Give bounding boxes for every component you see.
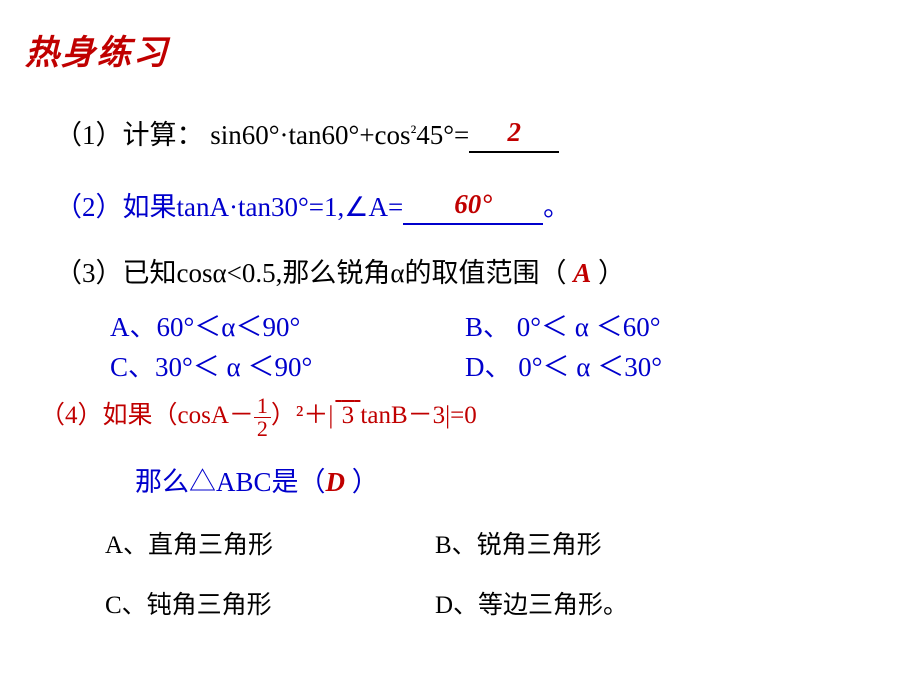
- q3-opt-c: C、30°＜ α ＜90°: [110, 345, 312, 384]
- q3-line: （3）已知cosα<0.5,那么锐角α的取值范围（ A ）: [55, 251, 625, 290]
- q3-text-b: ）: [591, 258, 625, 288]
- q4-frac-den: 2: [254, 418, 271, 440]
- q4-line1: （4）如果（cosA－12）²＋| 3 tanB－3|=0: [40, 395, 477, 440]
- q2-text-a: （2）如果tanA·tan30°=1,∠A=: [55, 192, 403, 222]
- q3-opt-a: A、60°＜α＜90°: [110, 305, 300, 344]
- q3-opt-d: D、 0°＜ α ＜30°: [465, 345, 662, 384]
- q4-text-a: （4）如果（cosA－: [40, 402, 254, 429]
- q1-text-a: （1）计算： sin60°·tan60°+cos: [55, 120, 411, 150]
- q4-sqrt: 3: [342, 402, 355, 429]
- q4-opt-b: B、锐角三角形: [435, 525, 602, 561]
- q4-answer: D: [326, 467, 346, 497]
- q1-text-b: 45°=: [416, 120, 469, 150]
- q4-opt-d: D、等边三角形。: [435, 585, 628, 621]
- q1-line: （1）计算： sin60°·tan60°+cos²45°=2: [55, 113, 559, 153]
- q4-opt-a: A、直角三角形: [105, 525, 273, 561]
- q4-text-b: ）²＋|: [271, 402, 334, 429]
- q1-answer: 2: [508, 117, 522, 147]
- q3-answer: A: [573, 258, 591, 288]
- q4-opt-c: C、钝角三角形: [105, 585, 272, 621]
- q4-frac-num: 1: [254, 395, 271, 418]
- q4-line2: 那么△ABC是（D ）: [135, 460, 379, 499]
- q4-frac: 12: [254, 395, 271, 440]
- q4-line2-b: ）: [345, 467, 379, 497]
- q4-text-c: tanB－3|=0: [360, 402, 476, 429]
- q4-line2-a: 那么△ABC是（: [135, 467, 326, 497]
- q2-line: （2）如果tanA·tan30°=1,∠A= 60° 。: [55, 185, 570, 225]
- q3-opt-b: B、 0°＜ α ＜60°: [465, 305, 661, 344]
- q2-answer: 60°: [454, 189, 492, 219]
- q3-text-a: （3）已知cosα<0.5,那么锐角α的取值范围（: [55, 258, 573, 288]
- page-title: 热身练习: [25, 25, 169, 74]
- q2-tail: 。: [543, 192, 570, 222]
